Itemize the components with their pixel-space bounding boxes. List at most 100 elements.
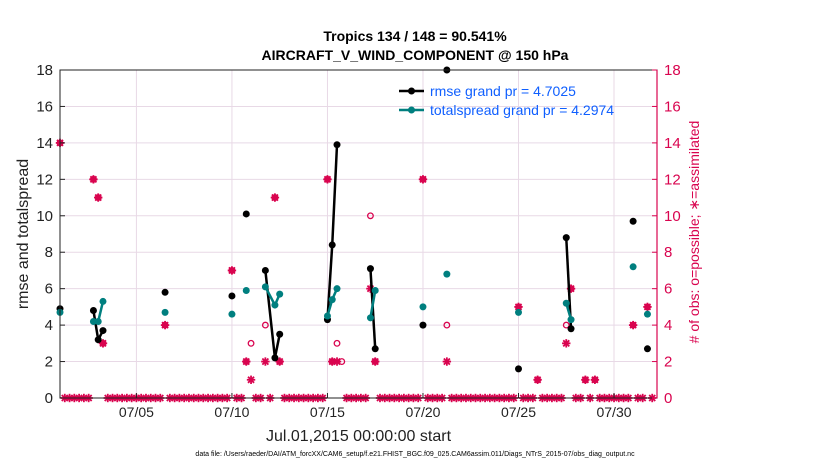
obs-assimilated-marker [418,175,428,184]
totalspread-point [276,290,284,298]
y-tick-label: 18 [36,62,53,79]
rmse-point [562,234,570,242]
obs-assimilated-marker [227,266,237,275]
legend-totalspread-label: totalspread grand pr = 4.2974 [430,102,614,118]
chart-subtitle: AIRCRAFT_V_WIND_COMPONENT @ 150 hPa [261,47,569,63]
totalspread-point [443,270,451,278]
legend-rmse-marker [408,87,415,95]
x-tick-label: 07/05 [119,404,154,420]
obs-possible-marker [562,321,570,329]
rmse-point [629,217,637,225]
totalspread-point [99,297,107,305]
obs-assimilated-marker [514,302,523,312]
obs-possible-marker [443,321,451,329]
totalspread-point [366,314,374,322]
obs-possible-marker [247,339,255,347]
totalspread-point [419,303,427,311]
rmse-point [514,365,522,373]
obs-assimilated-marker [643,302,652,312]
y2-tick-label: 0 [664,390,672,407]
obs-assimilated-marker [562,339,571,348]
y2-axis-label: # of obs: o=possible; ∗=assimilated [686,121,702,344]
y-tick-label: 0 [45,390,53,407]
axes-frame [59,69,658,399]
obs-possible-marker [261,321,269,329]
obs-possible-marker [366,212,374,220]
y-tick-label: 4 [45,317,53,334]
obs-assimilated-marker [160,320,170,330]
rmse-point [276,330,284,338]
y-tick-label: 14 [36,135,53,152]
obs-assimilated-marker [242,357,251,366]
chart-title: Tropics 134 / 148 = 90.541% [323,28,507,44]
totalspread-point [629,263,637,271]
obs-assimilated-marker [332,357,342,366]
totalspread-point [371,286,379,294]
y-tick-label: 2 [45,354,53,371]
x-tick-label: 07/25 [501,404,536,420]
totalspread-point [562,299,570,307]
obs-assimilated-marker [323,175,332,184]
obs-assimilated-marker [590,375,600,384]
rmse-line [264,270,281,359]
y-tick-label: 6 [45,281,53,298]
rmse-point [242,210,250,218]
totalspread-point [94,317,102,325]
totalspread-point [514,308,522,316]
rmse-point [419,321,427,329]
rmse-point [333,141,341,149]
y-tick-label: 10 [36,208,53,225]
legend-totalspread-marker [408,106,415,114]
obs-assimilated-marker [581,375,590,384]
grid [60,70,657,398]
y2-tick-label: 12 [664,171,681,188]
totalspread-point [271,301,279,309]
rmse-point [99,327,107,335]
rmse-point [328,241,336,249]
y2-tick-label: 2 [664,354,672,371]
rmse-point [89,307,97,315]
obs-assimilated-marker [270,193,280,202]
y-axis-label: rmse and totalspread [15,159,32,309]
obs-assimilated-marker [261,357,270,366]
obs-assimilated-marker [628,320,638,330]
totalspread-point [567,316,575,324]
axis-ticks: 07/05 07/10 07/15 07/20 07/25 07/30 0 2 4 6 8 10 12 1… [36,62,680,420]
rmse-point [228,292,236,300]
x-tick-label: 07/20 [405,404,440,420]
totalspread-point [228,310,236,318]
x-tick-label: 07/30 [596,404,631,420]
data-file-footer: data file: /Users/raeder/DAI/ATM_forcXX/… [195,451,635,458]
totalspread-point [643,310,651,318]
rmse-point [366,265,374,273]
x-axis-label: Jul.01,2015 00:00:00 start [266,428,452,445]
totalspread-point [333,285,341,293]
totalspread-point [328,296,336,304]
obs-assimilated-marker [533,375,542,384]
y2-tick-label: 10 [664,208,681,225]
totalspread-point [242,286,250,294]
obs-assimilated-marker [98,339,108,348]
obs-assimilated-marker [89,175,98,184]
rmse-point [643,345,651,353]
y2-tick-label: 18 [664,62,681,79]
obs-assimilated-marker [442,357,452,366]
totalspread-point [161,308,169,316]
legend-rmse-label: rmse grand pr = 4.7025 [430,83,576,99]
obs-assimilated-marker [275,357,284,366]
rmse-point [371,345,379,353]
rmse-point [271,354,279,362]
y-tick-label: 8 [45,244,53,261]
rmse-point [161,288,169,296]
y2-tick-label: 8 [664,244,672,261]
y2-tick-label: 4 [664,317,672,334]
obs-assimilated-marker [94,193,103,202]
obs-assimilated-marker [371,357,380,366]
rmse-point [567,325,575,333]
totalspread-line [369,290,377,319]
y2-tick-label: 14 [664,135,681,152]
y2-tick-label: 6 [664,281,672,298]
x-tick-label: 07/10 [214,404,249,420]
totalspread-point [323,312,331,320]
